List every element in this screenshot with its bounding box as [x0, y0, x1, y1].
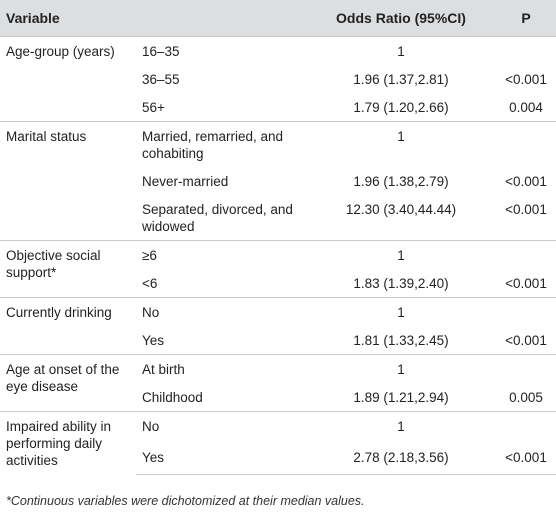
table-row: Age-group (years) 16–35 1	[0, 36, 556, 122]
p-value-cell: <0.001	[496, 442, 556, 475]
p-value-cell: <0.001	[505, 276, 547, 291]
table-row: Age at onset of the eye disease At birth…	[0, 354, 556, 412]
odds-ratio-cell: 1	[306, 410, 496, 443]
p-value-cell	[496, 354, 556, 383]
header-category	[136, 0, 306, 37]
category-cell: ≥6	[136, 240, 306, 269]
odds-ratio-cell: 2.78 (2.18,3.56)	[306, 442, 496, 475]
table-row: Separated, divorced, and widowed 12.30 (…	[0, 195, 556, 241]
p-value-cell	[496, 121, 556, 167]
odds-ratio-cell: 1	[306, 36, 496, 65]
odds-ratio-cell: 1.79 (1.20,2.66)	[353, 100, 449, 115]
odds-ratio-table: Variable Odds Ratio (95%CI) P Age-group …	[0, 0, 556, 475]
category-cell: 36–55	[142, 72, 180, 87]
odds-ratio-cell: 1	[306, 297, 496, 326]
p-value-cell: <0.001	[505, 333, 547, 348]
variable-cell: Age-group (years)	[0, 36, 136, 122]
p-value-cell	[496, 240, 556, 269]
variable-cell: Currently drinking	[0, 297, 136, 355]
odds-ratio-cell: 12.30 (3.40,44.44)	[345, 202, 457, 217]
p-value-cell	[496, 297, 556, 326]
category-cell: No	[136, 297, 306, 326]
p-value-cell: 0.005	[509, 390, 543, 405]
header-odds-ratio: Odds Ratio (95%CI)	[336, 9, 466, 26]
category-cell: No	[136, 410, 306, 443]
odds-ratio-cell: 1.96 (1.37,2.81)	[353, 72, 449, 87]
table-row: Yes 1.81 (1.33,2.45) <0.001	[0, 326, 556, 355]
odds-ratio-cell: 1.89 (1.21,2.94)	[353, 390, 449, 405]
table-row: Yes 2.78 (2.18,3.56) <0.001	[0, 442, 556, 475]
header-p: P	[521, 9, 531, 26]
category-cell: At birth	[136, 354, 306, 383]
table-row: Marital status Married, remarried, and c…	[0, 121, 556, 241]
category-cell: Childhood	[142, 390, 203, 405]
category-cell: Yes	[136, 442, 306, 475]
p-value-cell: <0.001	[505, 174, 547, 189]
odds-ratio-cell: 1	[306, 240, 496, 269]
variable-cell: Impaired ability in performing daily act…	[0, 411, 136, 474]
variable-cell: Age at onset of the eye disease	[0, 354, 136, 412]
odds-ratio-cell: 1	[306, 354, 496, 383]
odds-ratio-cell: 1.96 (1.38,2.79)	[353, 174, 449, 189]
table-row: Objective social support* ≥6 1	[0, 240, 556, 298]
header-variable: Variable	[6, 9, 60, 26]
odds-ratio-cell: 1.81 (1.33,2.45)	[353, 333, 449, 348]
category-cell: Separated, divorced, and widowed	[142, 202, 293, 234]
odds-ratio-cell: 1.83 (1.39,2.40)	[353, 276, 449, 291]
category-cell: Married, remarried, and cohabiting	[136, 121, 306, 167]
p-value-cell: 0.004	[509, 100, 543, 115]
odds-ratio-cell: 1	[306, 121, 496, 167]
p-value-cell	[496, 36, 556, 65]
table-footnote: *Continuous variables were dichotomized …	[6, 494, 365, 508]
table-row: Never-married 1.96 (1.38,2.79) <0.001	[0, 167, 556, 195]
category-cell: Never-married	[142, 174, 229, 189]
table-row: 56+ 1.79 (1.20,2.66) 0.004	[0, 93, 556, 122]
table-row: <6 1.83 (1.39,2.40) <0.001	[0, 269, 556, 298]
p-value-cell	[496, 410, 556, 443]
table-row: Impaired ability in performing daily act…	[0, 410, 556, 474]
category-cell: Yes	[142, 333, 165, 348]
category-cell: 56+	[142, 100, 165, 115]
p-value-cell: <0.001	[505, 202, 547, 217]
category-cell: <6	[142, 276, 158, 291]
p-value-cell: <0.001	[505, 72, 547, 87]
table-row: Childhood 1.89 (1.21,2.94) 0.005	[0, 383, 556, 412]
table-header-row: Variable Odds Ratio (95%CI) P	[0, 0, 556, 37]
table-row: Currently drinking No 1	[0, 297, 556, 355]
variable-cell: Objective social support*	[0, 240, 136, 298]
table-row: 36–55 1.96 (1.37,2.81) <0.001	[0, 65, 556, 93]
category-cell: 16–35	[136, 36, 306, 65]
variable-cell: Marital status	[0, 121, 136, 241]
